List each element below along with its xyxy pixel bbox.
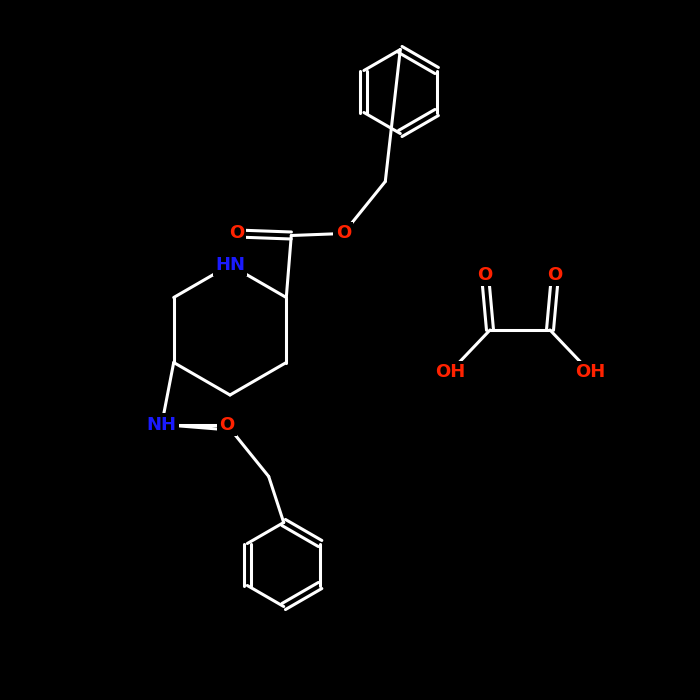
Text: OH: OH — [435, 363, 465, 381]
Text: O: O — [229, 225, 244, 242]
Text: HN: HN — [215, 256, 245, 274]
Text: NH: NH — [147, 416, 176, 433]
Text: OH: OH — [575, 363, 605, 381]
Text: O: O — [336, 225, 351, 242]
Text: O: O — [219, 416, 234, 433]
Text: O: O — [547, 266, 563, 284]
Text: O: O — [477, 266, 493, 284]
